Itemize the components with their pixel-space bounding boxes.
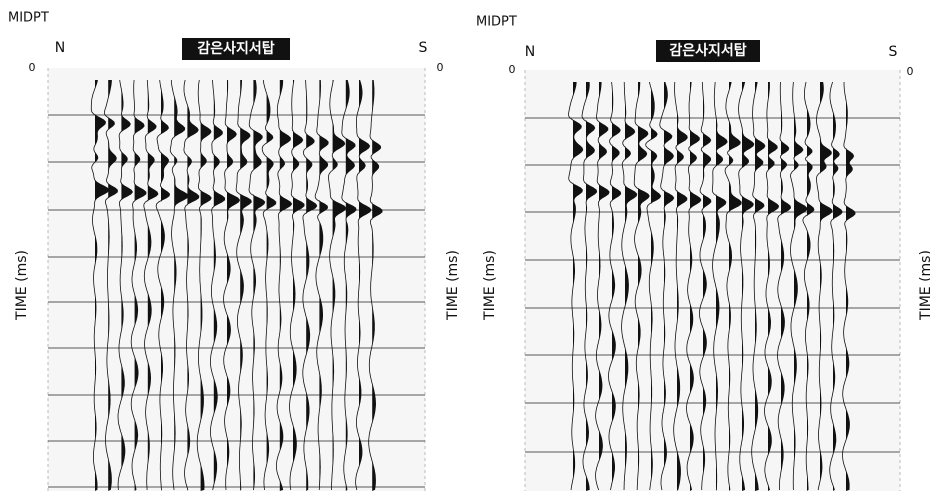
site-title: 감은사지서탑 — [197, 40, 274, 57]
site-title: 감은사지서탑 — [669, 42, 746, 59]
trace-fill — [807, 82, 814, 491]
north-label: N — [55, 40, 65, 56]
trace-fill — [147, 80, 158, 491]
zero-right: 0 — [907, 65, 914, 78]
trace-fill — [755, 82, 765, 491]
trace-fill — [359, 80, 372, 491]
trace-fill — [345, 80, 357, 491]
zero-left: 0 — [509, 63, 516, 76]
south-label: S — [419, 40, 428, 56]
trace-fill — [95, 80, 109, 491]
plot-area — [525, 70, 900, 491]
plot-area — [48, 68, 425, 491]
time-axis-label: TIME (ms) — [918, 250, 930, 321]
trace-fill — [768, 82, 779, 491]
trace-fill — [161, 80, 170, 491]
trace-fill — [599, 82, 610, 491]
trace-fill — [833, 82, 843, 491]
trace-fill — [174, 80, 189, 491]
trace-fill — [187, 80, 199, 491]
time-axis-label: TIME (ms) — [445, 250, 461, 321]
trace-fill — [677, 82, 688, 491]
trace-fill — [227, 80, 240, 491]
zero-left: 0 — [29, 61, 36, 74]
trace-fill — [846, 82, 856, 491]
midpt-label: MIDPT — [8, 11, 49, 26]
time-axis-label: TIME (ms) — [482, 250, 498, 321]
zero-right: 0 — [437, 61, 444, 74]
trace-fill — [664, 82, 674, 491]
trace — [302, 79, 318, 491]
trace — [143, 79, 159, 491]
trace — [183, 79, 200, 491]
trace-fill — [121, 80, 133, 491]
south-label: S — [889, 44, 898, 60]
trace-fill — [240, 80, 252, 491]
trace-fill — [253, 80, 265, 491]
trace — [223, 79, 241, 491]
trace-fill — [266, 80, 276, 491]
trace-fill — [108, 80, 118, 491]
trace-fill — [319, 80, 329, 491]
trace-fill — [213, 80, 225, 491]
trace — [90, 79, 110, 491]
trace-fill — [293, 80, 305, 491]
trace-fill — [625, 82, 637, 491]
trace-fill — [794, 82, 807, 491]
trace — [645, 81, 662, 491]
trace — [196, 79, 212, 491]
trace — [686, 81, 702, 491]
trace — [155, 79, 171, 491]
site-box — [656, 40, 760, 62]
trace-fill — [703, 82, 711, 491]
trace-fill — [781, 82, 791, 491]
trace — [117, 79, 133, 491]
midpt-label: MIDPT — [476, 15, 517, 30]
time-axis-label: TIME (ms) — [14, 250, 30, 321]
site-box — [182, 38, 290, 60]
north-label: N — [525, 44, 535, 60]
trace-fill — [200, 80, 212, 491]
trace-fill — [586, 82, 597, 491]
trace-fill — [134, 80, 146, 491]
trace — [103, 79, 118, 491]
trace-fill — [612, 82, 621, 491]
trace — [261, 79, 277, 491]
trace — [209, 79, 226, 491]
trace-fill — [573, 82, 583, 491]
